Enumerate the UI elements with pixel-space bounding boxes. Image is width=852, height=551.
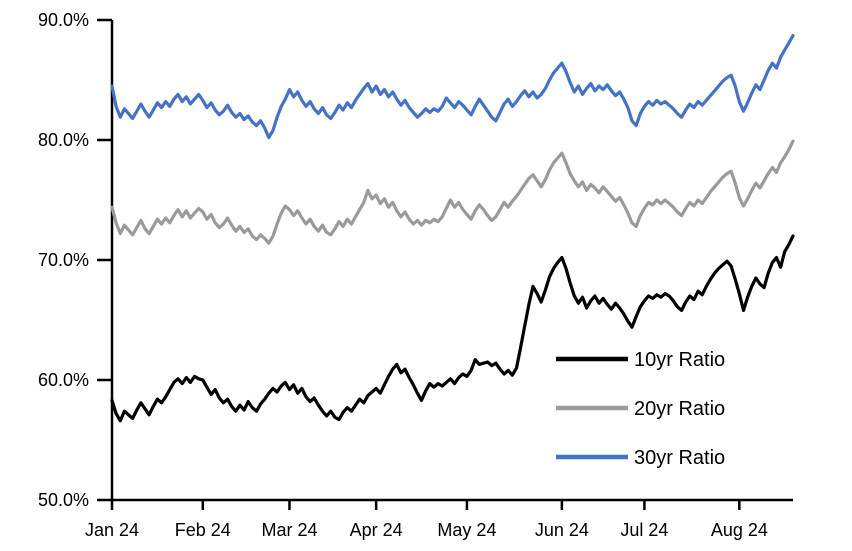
y-tick-label: 60.0% <box>38 370 89 390</box>
series-line-30yr-ratio <box>110 33 795 140</box>
x-tick-label: Mar 24 <box>261 520 317 540</box>
y-tick-label: 80.0% <box>38 130 89 150</box>
x-tick-label: Feb 24 <box>175 520 231 540</box>
legend-item-10yr-ratio: 10yr Ratio <box>556 349 725 371</box>
legend-item-20yr-ratio: 20yr Ratio <box>556 398 725 420</box>
legend-label: 30yr Ratio <box>634 447 725 469</box>
x-tick-label: Jan 24 <box>85 520 139 540</box>
legend-label: 20yr Ratio <box>634 398 725 420</box>
y-tick-label: 50.0% <box>38 490 89 510</box>
x-tick-label: Jun 24 <box>535 520 589 540</box>
series-line-20yr-ratio <box>110 139 795 245</box>
x-tick-label: May 24 <box>437 520 496 540</box>
y-tick-label: 90.0% <box>38 10 89 30</box>
x-tick-label: Jul 24 <box>620 520 668 540</box>
legend-label: 10yr Ratio <box>634 349 725 371</box>
legend-item-30yr-ratio: 30yr Ratio <box>556 447 725 469</box>
y-tick-label: 70.0% <box>38 250 89 270</box>
series-line-10yr-ratio <box>110 234 795 423</box>
x-tick-label: Apr 24 <box>350 520 403 540</box>
x-tick-label: Aug 24 <box>711 520 768 540</box>
